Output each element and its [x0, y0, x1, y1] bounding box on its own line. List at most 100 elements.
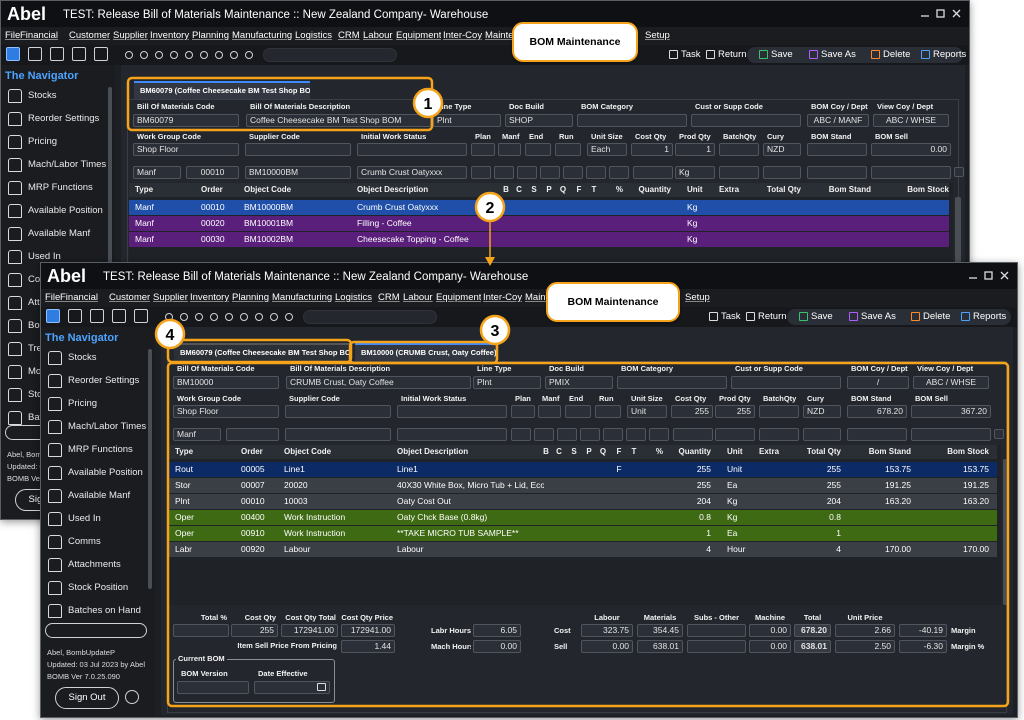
calendar-icon[interactable] — [317, 683, 326, 691]
menu-item[interactable]: Logistics — [335, 292, 372, 303]
toolbar-button[interactable]: Task — [681, 49, 701, 60]
sell-field[interactable]: 2.50 — [835, 640, 895, 653]
nav-search[interactable] — [45, 623, 147, 638]
tool-icon[interactable] — [28, 47, 42, 61]
cost-field[interactable]: 0.00 — [749, 624, 791, 637]
settings-icon[interactable] — [125, 690, 139, 704]
nav-item[interactable]: Available Manf — [68, 490, 131, 501]
menu-item[interactable]: Manufacturing — [272, 292, 333, 303]
toolbar-button[interactable]: Task — [721, 311, 741, 322]
toolbar-button[interactable]: Save As — [821, 49, 856, 60]
nav-item[interactable]: Available Manf — [28, 228, 91, 239]
input-field[interactable] — [609, 166, 629, 179]
nav-item[interactable]: MRP Functions — [28, 182, 93, 193]
menu-item[interactable]: Inter-Coy — [483, 292, 523, 303]
menu-item[interactable]: Labour — [363, 30, 393, 41]
menu-item[interactable]: Labour — [403, 292, 433, 303]
input-field[interactable] — [397, 428, 507, 441]
tool-icon[interactable] — [270, 313, 278, 321]
tool-icon[interactable] — [94, 47, 108, 61]
input-field[interactable]: 678.20 — [847, 405, 907, 418]
input-field[interactable] — [498, 143, 521, 156]
input-field[interactable] — [245, 143, 351, 156]
tool-icon[interactable] — [255, 313, 263, 321]
menu-item[interactable]: Planning — [192, 30, 229, 41]
input-field[interactable] — [555, 143, 581, 156]
cost-field[interactable]: 323.75 — [581, 624, 633, 637]
menu-item[interactable]: Logistics — [295, 30, 332, 41]
input-field[interactable]: 255 — [671, 405, 713, 418]
nav-item[interactable]: Pricing — [68, 398, 98, 409]
input-field[interactable] — [731, 376, 841, 389]
sell-field[interactable] — [687, 640, 746, 653]
input-field[interactable] — [557, 428, 577, 441]
input-field[interactable] — [357, 143, 467, 156]
total-field[interactable]: 172941.00 — [341, 624, 395, 637]
menu-item[interactable]: Customer — [109, 292, 151, 303]
window-controls[interactable] — [917, 6, 967, 22]
toolbar-button[interactable]: Delete — [923, 311, 951, 322]
tool-icon[interactable] — [210, 313, 218, 321]
tab[interactable]: BM60079 (Coffee Cheesecake BM Test Shop … — [134, 81, 310, 99]
tool-icon[interactable] — [200, 51, 208, 59]
input-field[interactable] — [759, 428, 799, 441]
tool-icon[interactable] — [225, 313, 233, 321]
input-field[interactable] — [715, 428, 755, 441]
total-field[interactable]: 255 — [231, 624, 278, 637]
cost-field[interactable]: 2.66 — [835, 624, 895, 637]
cost-field[interactable]: -40.19 — [899, 624, 947, 637]
nav-item[interactable]: Attachments — [68, 559, 121, 570]
nav-item[interactable]: MRP Functions — [68, 444, 133, 455]
menu-item[interactable]: CRM — [338, 30, 360, 41]
nav-item[interactable]: Pricing — [28, 136, 58, 147]
tool-icon[interactable] — [72, 47, 86, 61]
tool-icon[interactable] — [165, 313, 173, 321]
input-field[interactable] — [649, 428, 669, 441]
input-field[interactable]: SHOP — [505, 114, 573, 127]
tool-icon[interactable] — [285, 313, 293, 321]
tool-icon[interactable] — [90, 309, 104, 323]
nav-item[interactable]: Available Position — [28, 205, 103, 216]
nav-item[interactable]: Mach/Labor Times — [68, 421, 147, 432]
input-field[interactable] — [285, 405, 391, 418]
input-field[interactable] — [719, 143, 759, 156]
nav-item[interactable]: Reorder Settings — [28, 113, 100, 124]
total-field[interactable]: 172941.00 — [281, 624, 338, 637]
tool-icon[interactable] — [170, 51, 178, 59]
nav-item[interactable]: Mov — [28, 366, 46, 377]
input-field[interactable] — [540, 166, 560, 179]
toolbar-button[interactable]: Return — [718, 49, 747, 60]
input-field[interactable] — [511, 405, 535, 418]
input-field[interactable] — [577, 114, 687, 127]
input-field[interactable]: ABC / WHSE — [913, 376, 989, 389]
menu-item[interactable]: Planning — [232, 292, 269, 303]
input-field[interactable]: ABC / MANF — [807, 114, 869, 127]
menu-item[interactable]: Equipment — [396, 30, 442, 41]
sell-field[interactable]: 0.00 — [581, 640, 633, 653]
mach-hours-field[interactable]: 0.00 — [473, 640, 521, 653]
tool-icon[interactable] — [230, 51, 238, 59]
input-field[interactable] — [511, 428, 531, 441]
toolbar-button[interactable]: Save — [811, 311, 833, 322]
sign-out-button[interactable]: Sign Out — [55, 687, 119, 709]
menu-item[interactable]: Equipment — [436, 292, 482, 303]
input-field[interactable] — [807, 166, 867, 179]
input-field[interactable]: Manf — [173, 428, 221, 441]
input-field[interactable]: Plnt — [433, 114, 501, 127]
input-field[interactable]: Unit — [627, 405, 667, 418]
nav-item[interactable]: Comms — [68, 536, 101, 547]
input-field[interactable]: 255 — [715, 405, 755, 418]
input-field[interactable]: PMIX — [545, 376, 613, 389]
nav-item[interactable]: Bom — [28, 320, 48, 331]
tool-icon[interactable] — [46, 309, 60, 323]
input-field[interactable] — [563, 166, 583, 179]
toolbar-search[interactable] — [263, 48, 397, 62]
input-field[interactable] — [759, 405, 799, 418]
tool-icon[interactable] — [6, 47, 20, 61]
input-field[interactable] — [871, 166, 951, 179]
input-field[interactable] — [525, 143, 551, 156]
input-field[interactable]: BM10000 — [173, 376, 279, 389]
input-field[interactable] — [626, 428, 646, 441]
nav-item[interactable]: Stor — [28, 389, 46, 400]
input-field[interactable] — [633, 166, 673, 179]
